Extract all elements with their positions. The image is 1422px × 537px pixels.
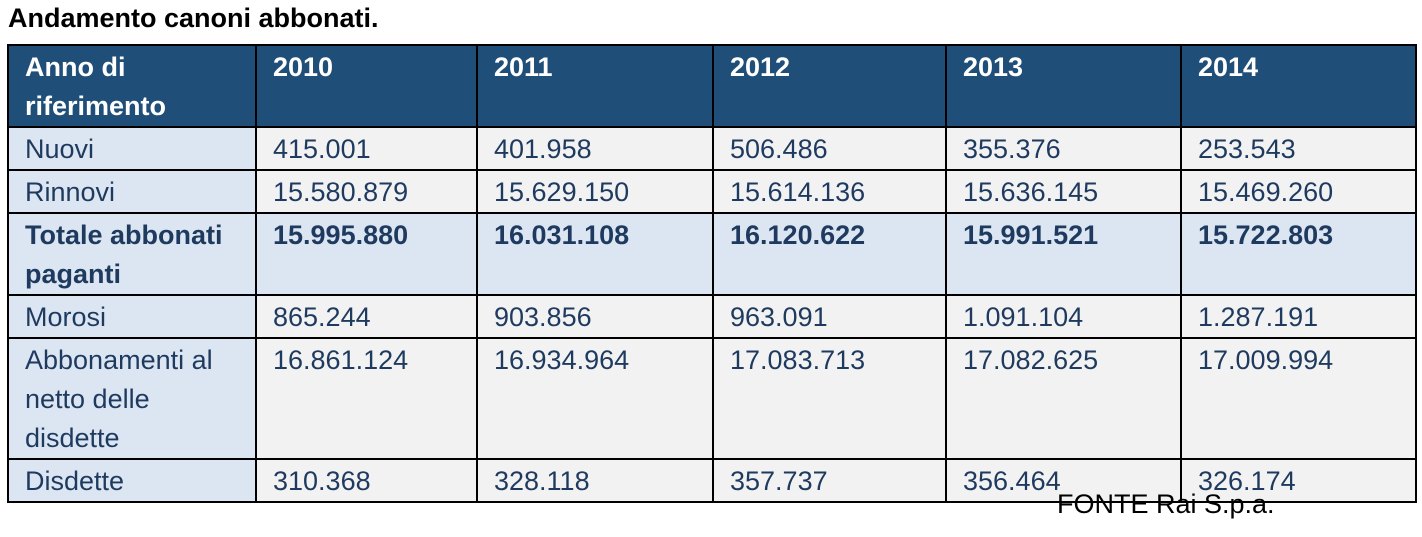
- table-cell: 506.486: [712, 126, 947, 171]
- row-label: Rinnovi: [7, 169, 257, 214]
- table-row-rinnovi: Rinnovi 15.580.879 15.629.150 15.614.136…: [7, 169, 1417, 214]
- header-cell-year-label: Anno di riferimento: [7, 44, 257, 128]
- header-cell-2011: 2011: [476, 44, 714, 128]
- table-cell: 903.856: [476, 294, 714, 339]
- table-cell: 357.737: [712, 458, 947, 503]
- table-cell: 16.861.124: [255, 337, 478, 460]
- table-cell: 253.543: [1180, 126, 1417, 171]
- table-row-abbonamenti-netto-disdette: Abbonamenti al netto delle disdette 16.8…: [7, 337, 1417, 460]
- table-cell: 15.629.150: [476, 169, 714, 214]
- table-cell: 963.091: [712, 294, 947, 339]
- header-cell-2012: 2012: [712, 44, 947, 128]
- table-cell: 16.120.622: [712, 212, 947, 296]
- table-cell: 1.091.104: [945, 294, 1182, 339]
- table-cell: 865.244: [255, 294, 478, 339]
- subscriptions-table: Anno di riferimento 2010 2011 2012 2013 …: [7, 44, 1417, 503]
- table-cell: 355.376: [945, 126, 1182, 171]
- table-cell: 15.995.880: [255, 212, 478, 296]
- table-cell: 328.118: [476, 458, 714, 503]
- table-header-row: Anno di riferimento 2010 2011 2012 2013 …: [7, 44, 1417, 128]
- table-cell: 326.174: [1180, 458, 1417, 503]
- row-label: Nuovi: [7, 126, 257, 171]
- header-cell-2010: 2010: [255, 44, 478, 128]
- table-cell: 1.287.191: [1180, 294, 1417, 339]
- table-cell: 15.991.521: [945, 212, 1182, 296]
- table-cell: 16.031.108: [476, 212, 714, 296]
- document-title: Andamento canoni abbonati.: [8, 3, 379, 33]
- table-row-disdette: Disdette 310.368 328.118 357.737 356.464…: [7, 458, 1417, 503]
- row-label: Morosi: [7, 294, 257, 339]
- table-cell: 17.083.713: [712, 337, 947, 460]
- table-row-morosi: Morosi 865.244 903.856 963.091 1.091.104…: [7, 294, 1417, 339]
- table-cell: 401.958: [476, 126, 714, 171]
- row-label: Abbonamenti al netto delle disdette: [7, 337, 257, 460]
- table-cell: 356.464: [945, 458, 1182, 503]
- table-cell: 16.934.964: [476, 337, 714, 460]
- table-cell: 17.009.994: [1180, 337, 1417, 460]
- table-cell: 15.636.145: [945, 169, 1182, 214]
- header-cell-2014: 2014: [1180, 44, 1417, 128]
- row-label: Disdette: [7, 458, 257, 503]
- row-label: Totale abbonati paganti: [7, 212, 257, 296]
- table-row-nuovi: Nuovi 415.001 401.958 506.486 355.376 25…: [7, 126, 1417, 171]
- header-cell-2013: 2013: [945, 44, 1182, 128]
- table-cell: 310.368: [255, 458, 478, 503]
- table-row-totale-abbonati-paganti: Totale abbonati paganti 15.995.880 16.03…: [7, 212, 1417, 296]
- table-cell: 415.001: [255, 126, 478, 171]
- table-cell: 15.722.803: [1180, 212, 1417, 296]
- source-note: FONTE Rai S.p.a.: [1057, 489, 1275, 519]
- table-cell: 15.469.260: [1180, 169, 1417, 214]
- table-cell: 17.082.625: [945, 337, 1182, 460]
- table-cell: 15.614.136: [712, 169, 947, 214]
- table-cell: 15.580.879: [255, 169, 478, 214]
